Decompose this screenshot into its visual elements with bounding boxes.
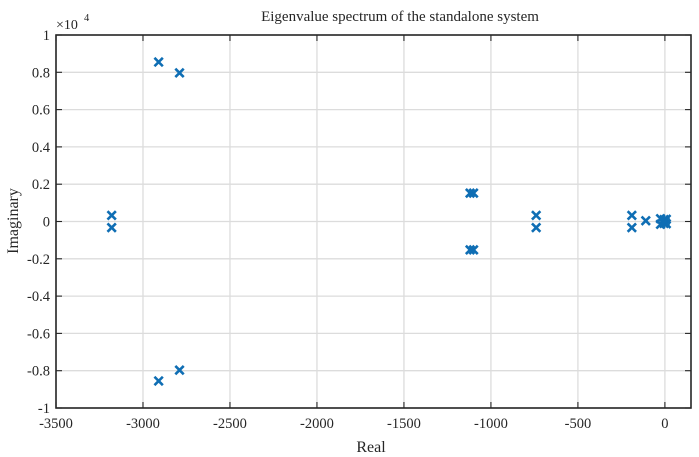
- x-tick-label: -3000: [126, 416, 160, 432]
- eigenvalue-point: [659, 216, 671, 227]
- grid-lines: [55, 34, 691, 409]
- eigenvalue-point: [153, 56, 164, 68]
- eigenvalue-point: [468, 188, 479, 199]
- eigenvalue-point: [640, 215, 651, 226]
- x-tick-label: -3500: [39, 416, 73, 432]
- eigenvalue-point: [531, 222, 542, 233]
- eigenvalue-point: [106, 210, 117, 221]
- y-tick-label: -0.6: [27, 326, 50, 342]
- x-tick-label: -2000: [300, 416, 334, 432]
- eigenvalue-point: [464, 244, 476, 255]
- eigenvalue-point: [174, 365, 185, 376]
- y-tick-label: -1: [38, 401, 50, 417]
- x-tick-label: -1000: [474, 416, 508, 432]
- x-tick-label: 0: [661, 416, 668, 432]
- eigenvalue-point: [626, 222, 637, 233]
- y-tick-label: 0.4: [32, 140, 51, 156]
- y-tick-labels: -1 -0.8 -0.6 -0.4 -0.2 0 0.2 0.4 0.6 0.8 1: [27, 28, 51, 417]
- y-tick-label: 0.6: [32, 103, 50, 119]
- eigenvalue-point: [468, 244, 479, 255]
- chart-title: Eigenvalue spectrum of the standalone sy…: [261, 9, 539, 25]
- eigenvalue-point: [153, 375, 164, 387]
- data-points: [106, 56, 672, 387]
- y-tick-label: 0: [43, 215, 50, 231]
- y-tick-label: 0.2: [32, 177, 50, 193]
- x-tick-label: -500: [565, 416, 592, 432]
- y-tick-label: -0.4: [27, 289, 51, 305]
- y-tick-label: -0.8: [27, 364, 50, 380]
- axis-ticks: [55, 34, 691, 409]
- y-axis-label: Imaginary: [5, 188, 22, 254]
- x-tick-label: -1500: [387, 416, 421, 432]
- eigenvalue-point: [464, 188, 476, 199]
- y-axis-exponent-base: ×10: [56, 18, 78, 33]
- x-axis-label: Real: [356, 439, 386, 456]
- eigenvalue-point: [531, 210, 542, 221]
- y-tick-label: -0.2: [27, 252, 50, 268]
- x-tick-labels: -3500 -3000 -2500 -2000 -1500 -1000 -500 0: [39, 416, 668, 432]
- eigenvalue-point: [106, 222, 117, 233]
- x-tick-label: -2500: [213, 416, 247, 432]
- eigenvalue-point: [626, 210, 637, 221]
- y-tick-label: 1: [43, 28, 50, 44]
- y-tick-label: 0.8: [32, 65, 50, 81]
- eigenvalue-point: [174, 67, 185, 78]
- y-axis-exponent-power: 4: [84, 13, 90, 24]
